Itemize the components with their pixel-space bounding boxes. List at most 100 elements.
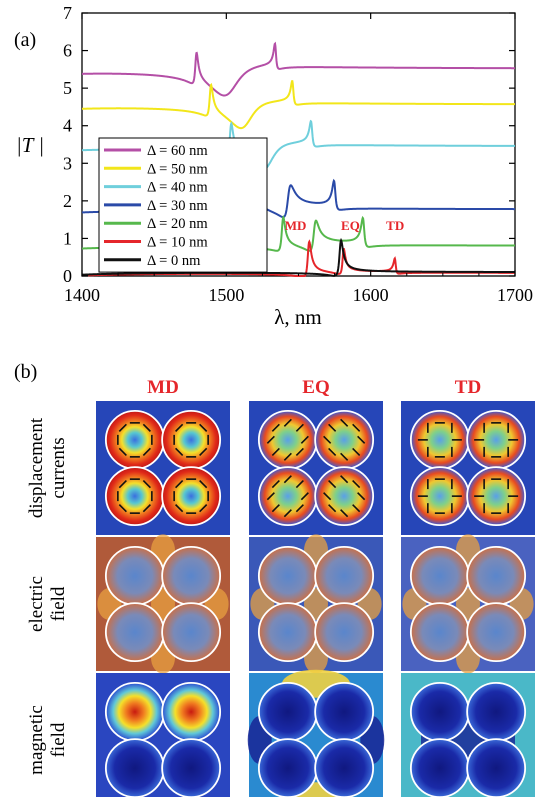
disc-fill bbox=[105, 739, 164, 797]
current-arrow bbox=[295, 480, 304, 489]
legend-label: Δ = 30 nm bbox=[147, 198, 208, 214]
disc-fill bbox=[162, 682, 221, 741]
current-arrow bbox=[295, 423, 304, 432]
current-arrow bbox=[271, 447, 280, 456]
y-tick-label: 1 bbox=[63, 228, 72, 248]
current-arrow bbox=[283, 475, 292, 484]
y-tick-label: 5 bbox=[63, 78, 72, 98]
x-tick-label: 1500 bbox=[208, 285, 244, 305]
disc-outline bbox=[314, 738, 375, 797]
disc-fill bbox=[467, 467, 526, 526]
legend-label: Δ = 40 nm bbox=[147, 180, 208, 196]
current-arrow bbox=[199, 447, 208, 456]
disc-fill bbox=[258, 546, 317, 605]
disc-fill bbox=[105, 546, 164, 605]
current-arrow bbox=[266, 492, 275, 501]
field-map-disp-eq bbox=[249, 401, 383, 535]
disc-fill bbox=[410, 546, 469, 605]
row-label-hfield-line2: field bbox=[48, 722, 69, 757]
current-arrow bbox=[118, 423, 127, 432]
disc-fill bbox=[105, 467, 164, 526]
annotation-td: TD bbox=[386, 218, 404, 233]
current-arrow bbox=[323, 492, 332, 501]
disc-fill bbox=[410, 739, 469, 797]
current-arrow bbox=[340, 452, 349, 461]
current-arrow bbox=[175, 504, 184, 513]
x-axis-label: λ, nm bbox=[274, 305, 322, 329]
disc-outline bbox=[466, 466, 527, 527]
y-axis-label: |T | bbox=[16, 133, 44, 157]
current-arrow bbox=[142, 480, 151, 489]
current-arrow bbox=[357, 435, 366, 444]
current-arrow bbox=[340, 475, 349, 484]
current-arrow bbox=[271, 504, 280, 513]
disc-fill bbox=[467, 603, 526, 662]
disc-fill bbox=[162, 546, 221, 605]
current-arrow bbox=[328, 447, 337, 456]
current-arrow bbox=[323, 435, 332, 444]
transmission-plot: 1400 1500 1600 1700 0 1 2 3 4 5 6 7 MD EQ TD Δ = 60 n… bbox=[16, 3, 533, 329]
y-tick-label: 6 bbox=[63, 41, 72, 61]
y-tick-label: 0 bbox=[63, 266, 72, 286]
current-arrow bbox=[175, 423, 184, 432]
current-arrow bbox=[352, 504, 361, 513]
current-arrow bbox=[142, 423, 151, 432]
disc-fill bbox=[162, 739, 221, 797]
disc-fill bbox=[315, 546, 374, 605]
legend-label: Δ = 60 nm bbox=[147, 143, 208, 159]
current-arrow bbox=[300, 492, 309, 501]
disc-fill bbox=[410, 603, 469, 662]
field-hotspot bbox=[456, 588, 480, 620]
disc-fill bbox=[315, 682, 374, 741]
y-tick-label: 4 bbox=[63, 116, 72, 136]
y-tick-label: 7 bbox=[63, 3, 72, 23]
legend-label: Δ = 0 nm bbox=[147, 253, 201, 269]
current-arrow bbox=[340, 418, 349, 427]
disc-fill bbox=[467, 546, 526, 605]
disc-fill bbox=[162, 467, 221, 526]
row-label-disp-line2: currents bbox=[48, 437, 69, 498]
current-arrow bbox=[295, 504, 304, 513]
x-tick-label: 1700 bbox=[497, 285, 533, 305]
x-tick-label: 1400 bbox=[64, 285, 100, 305]
current-arrow bbox=[271, 423, 280, 432]
disc-fill bbox=[410, 682, 469, 741]
current-arrow bbox=[118, 447, 127, 456]
current-arrow bbox=[357, 492, 366, 501]
disc-outline bbox=[314, 602, 375, 663]
disc-fill bbox=[467, 682, 526, 741]
field-hotspot bbox=[304, 588, 328, 620]
field-map-hfield-md bbox=[96, 673, 230, 797]
legend-label: Δ = 10 nm bbox=[147, 235, 208, 251]
series-line-0 bbox=[82, 41, 516, 97]
disc-outline bbox=[466, 602, 527, 663]
current-arrow bbox=[340, 509, 349, 518]
column-title-md: MD bbox=[147, 377, 179, 398]
column-title-td: TD bbox=[455, 377, 481, 398]
disc-fill bbox=[410, 467, 469, 526]
current-arrow bbox=[328, 480, 337, 489]
disc-outline bbox=[161, 466, 222, 527]
series-line-1 bbox=[81, 80, 515, 130]
current-arrow bbox=[175, 480, 184, 489]
current-arrow bbox=[199, 423, 208, 432]
field-map-efield-eq bbox=[249, 534, 383, 674]
current-arrow bbox=[283, 509, 292, 518]
current-arrow bbox=[199, 504, 208, 513]
y-tick-label: 3 bbox=[63, 153, 72, 173]
legend-label: Δ = 50 nm bbox=[147, 161, 208, 177]
field-map-efield-td bbox=[401, 534, 535, 674]
panel-a-label: (a) bbox=[14, 29, 36, 51]
annotation-md: MD bbox=[285, 218, 307, 233]
disc-fill bbox=[105, 682, 164, 741]
current-arrow bbox=[283, 418, 292, 427]
current-arrow bbox=[266, 435, 275, 444]
current-arrow bbox=[352, 447, 361, 456]
current-arrow bbox=[271, 480, 280, 489]
field-map-disp-td bbox=[401, 401, 535, 535]
current-arrow bbox=[352, 480, 361, 489]
current-arrow bbox=[118, 504, 127, 513]
disc-outline bbox=[161, 738, 222, 797]
